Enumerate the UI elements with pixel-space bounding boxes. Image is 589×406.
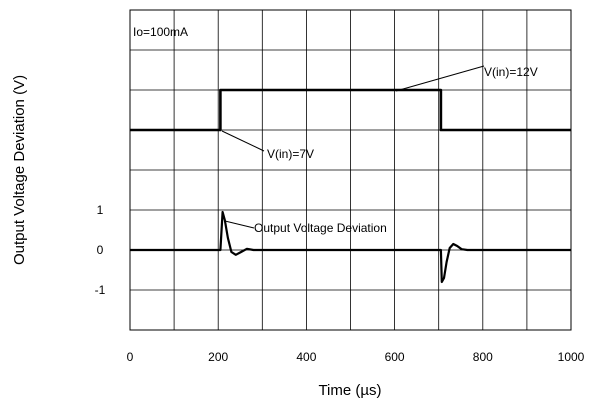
x-tick-label: 600: [385, 350, 405, 364]
plot-area: [129, 9, 572, 331]
input-voltage-line: [130, 88, 571, 132]
x-tick-label: 0: [127, 350, 134, 364]
deviation-leader: [224, 220, 255, 229]
x-tick-label: 400: [296, 350, 316, 364]
vin-low-label: V(in)=7V: [267, 147, 314, 161]
x-tick-labels: 0 200 400 600 800 1000: [127, 350, 585, 364]
annotation-leaders: [221, 65, 485, 229]
x-tick-label: 200: [208, 350, 228, 364]
y-tick-label: -1: [95, 283, 106, 297]
deviation-label: Output Voltage Deviation: [254, 221, 387, 235]
grid: [130, 10, 571, 330]
condition-label: Io=100mA: [133, 25, 188, 39]
vin-low-leader: [221, 130, 265, 152]
y-axis-title: Output Voltage Deviation (V): [11, 75, 28, 265]
vin-high-leader: [395, 65, 485, 92]
x-axis-title: Time (µs): [318, 382, 381, 399]
output-deviation-line: [130, 210, 571, 284]
y-tick-label: 0: [97, 243, 104, 257]
vin-high-label: V(in)=12V: [484, 65, 538, 79]
x-tick-label: 800: [473, 350, 493, 364]
y-tick-label: 1: [97, 203, 104, 217]
plot-frame: [129, 9, 572, 331]
y-tick-labels: 1 0 -1: [95, 203, 106, 297]
series-group: [130, 88, 571, 284]
x-tick-label: 1000: [558, 350, 585, 364]
